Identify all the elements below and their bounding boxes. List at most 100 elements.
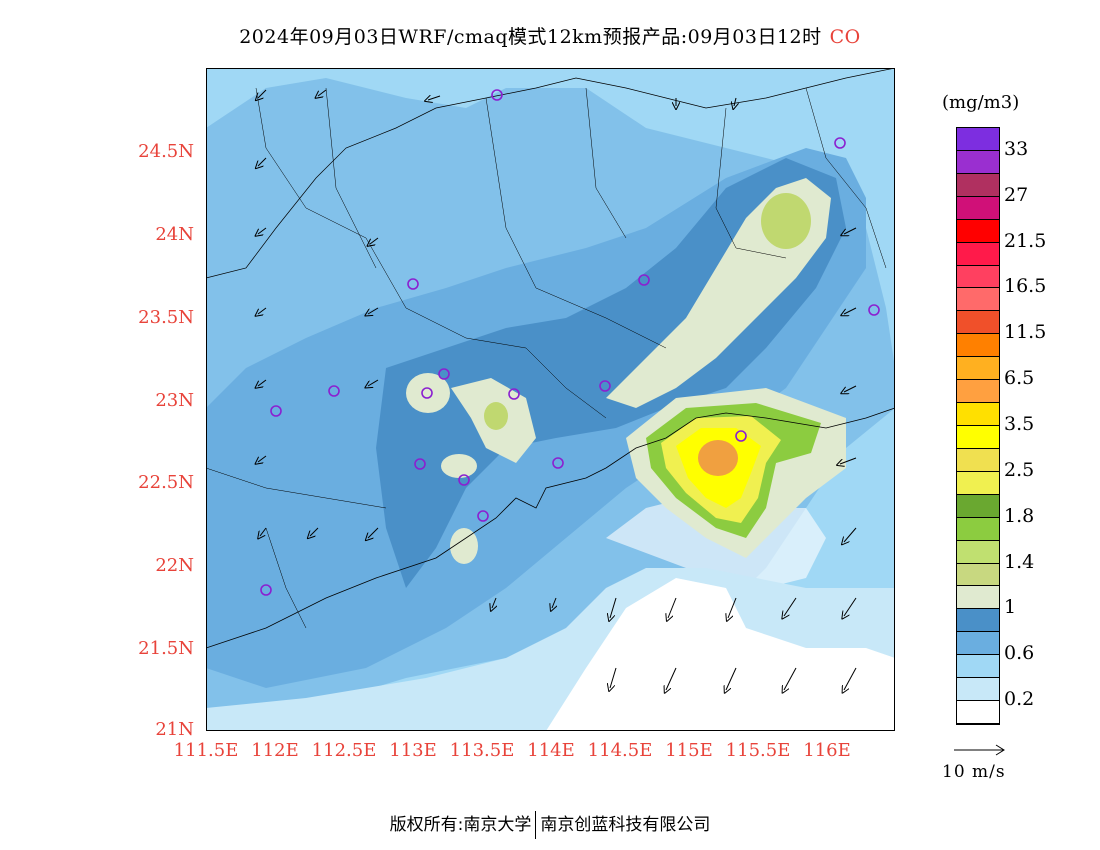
colorbar-swatch: [957, 357, 999, 381]
wind-arrow: [728, 597, 737, 618]
colorbar-swatch: [957, 632, 999, 656]
colorbar-label: 0.2: [1004, 688, 1035, 711]
colorbar-swatch: [957, 150, 999, 174]
wind-arrow: [610, 597, 617, 618]
colorbar-swatch: [957, 563, 999, 587]
lat-label: 24N: [155, 224, 194, 245]
title-text: 2024年09月03日WRF/cmaq模式12km预报产品:09月03日12时: [239, 26, 822, 48]
station-marker: [260, 584, 272, 596]
province-border: [206, 68, 895, 279]
lon-label: 114.5E: [587, 740, 653, 761]
colorbar-label: 21.5: [1004, 229, 1047, 252]
lon-label: 111.5E: [173, 740, 239, 761]
station-marker: [421, 387, 433, 399]
colorbar-swatch: [957, 448, 999, 472]
lat-label: 21.5N: [138, 638, 194, 659]
wind-arrow: [844, 667, 857, 690]
lon-label: 113E: [389, 740, 437, 761]
vector-legend-arrow: [954, 744, 1005, 756]
plume-small-2: [450, 528, 478, 564]
lat-label: 22N: [155, 555, 194, 576]
concentration-map: [206, 68, 895, 731]
colorbar-swatch: [957, 426, 999, 449]
lat-label: 21N: [155, 719, 194, 740]
map-frame: [206, 68, 895, 731]
colorbar-swatch: [957, 334, 999, 358]
colorbar-label: 33: [1004, 137, 1029, 160]
plume-west-peak: [484, 402, 508, 430]
wind-arrow: [734, 97, 736, 106]
station-marker: [407, 278, 419, 290]
wind-arrow: [840, 457, 857, 464]
wind-arrow: [368, 527, 379, 538]
lat-label: 23.5N: [138, 307, 194, 328]
plume-small-1: [441, 454, 477, 478]
colorbar-swatch: [957, 288, 999, 312]
station-marker: [414, 458, 426, 470]
vector-legend-label: 10 m/s: [942, 762, 1006, 782]
wind-arrow: [258, 379, 267, 386]
wind-arrow: [668, 597, 677, 618]
colorbar-swatch: [957, 242, 999, 266]
wind-arrow: [258, 157, 267, 166]
wind-arrow: [844, 385, 857, 392]
wind-arrow: [370, 237, 379, 244]
station-marker: [868, 304, 880, 316]
copyright-right: 南京创蓝科技有限公司: [540, 815, 711, 835]
wind-arrow: [258, 89, 267, 98]
colorbar-label: 27: [1004, 183, 1029, 206]
contour-0: [546, 578, 895, 731]
colorbar-swatch: [957, 219, 999, 243]
wind-arrow: [310, 527, 319, 536]
station-marker: [834, 137, 846, 149]
station-marker: [508, 388, 520, 400]
colorbar-swatch: [957, 173, 999, 197]
colorbar-swatch: [957, 403, 999, 426]
plume-peak-north: [761, 193, 811, 249]
copyright-footer: 版权所有:南京大学 南京创蓝科技有限公司: [0, 810, 1100, 839]
colorbar-swatch: [957, 678, 999, 702]
lat-label: 22.5N: [138, 472, 194, 493]
station-marker: [491, 89, 503, 101]
colorbar-swatch: [957, 311, 999, 335]
lon-label: 115E: [665, 740, 713, 761]
colorbar-swatch: [957, 586, 999, 610]
colorbar-unit: (mg/m3): [942, 92, 1020, 113]
wind-arrow: [844, 227, 857, 234]
wind-arrow: [318, 89, 327, 96]
copyright-left: 版权所有:南京大学: [389, 815, 532, 835]
lon-label: 114E: [527, 740, 575, 761]
plume-west-1: [406, 373, 450, 413]
wind-arrow: [610, 667, 617, 688]
wind-arrow: [666, 667, 677, 690]
colorbar-label: 6.5: [1004, 367, 1035, 390]
colorbar-swatch: [957, 494, 999, 518]
wind-arrow: [260, 527, 267, 536]
lon-label: 116E: [803, 740, 851, 761]
colorbar-label: 1.4: [1004, 550, 1035, 573]
wind-arrow: [258, 227, 267, 234]
wind-arrow: [844, 527, 857, 542]
wind-arrow: [368, 307, 379, 314]
colorbar-swatch: [957, 540, 999, 564]
hotspot-core: [698, 440, 738, 476]
wind-arrow: [784, 597, 797, 616]
wind-vectors: [258, 89, 857, 690]
colorbar-swatch: [957, 609, 999, 633]
colorbar-label: 0.6: [1004, 642, 1035, 665]
colorbar-label: 1: [1004, 596, 1017, 619]
county-lines: [206, 87, 887, 629]
station-marker: [328, 385, 340, 397]
lon-label: 112E: [251, 740, 299, 761]
station-marker: [477, 510, 489, 522]
colorbar-swatch: [957, 701, 999, 724]
footer-divider: [535, 811, 537, 839]
colorbar-label: 11.5: [1004, 321, 1047, 344]
wind-arrow: [492, 597, 496, 608]
wind-arrow: [726, 667, 737, 690]
coastline: [206, 407, 895, 649]
station-marker: [599, 380, 611, 392]
colorbar-label: 16.5: [1004, 275, 1047, 298]
colorbar-label: 3.5: [1004, 413, 1035, 435]
station-marker: [735, 430, 747, 442]
